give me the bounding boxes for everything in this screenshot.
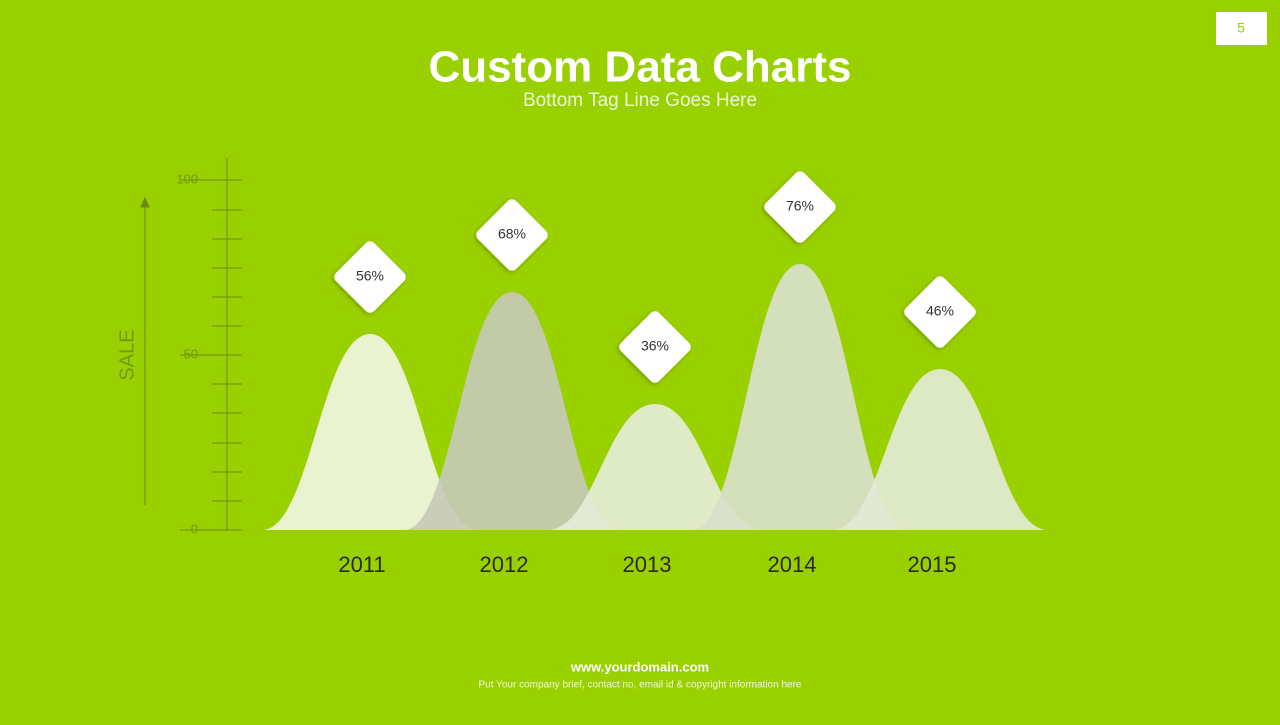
footer-brief: Put Your company brief, contact no, emai… xyxy=(479,680,802,691)
value-label: 46% xyxy=(926,303,954,319)
bell xyxy=(262,334,478,530)
x-tick-label: 2014 xyxy=(768,552,817,577)
diamond xyxy=(334,241,406,313)
subtitle: Bottom Tag Line Goes Here xyxy=(523,90,757,111)
bell xyxy=(547,404,763,530)
y-tick-label: 0 xyxy=(191,521,198,536)
value-label: 56% xyxy=(356,268,384,284)
footer-domain: www.yourdomain.com xyxy=(570,659,709,674)
value-label: 36% xyxy=(641,338,669,354)
diamond xyxy=(764,171,836,243)
axis xyxy=(140,158,242,531)
page-badge xyxy=(1216,12,1267,45)
y-axis-label: SALE xyxy=(116,329,138,380)
arrow-head xyxy=(140,196,150,208)
value-label: 68% xyxy=(498,226,526,242)
y-tick-label: 100 xyxy=(176,171,198,186)
x-tick-label: 2012 xyxy=(480,552,529,577)
x-tick-label: 2015 xyxy=(908,552,957,577)
bell xyxy=(832,369,1048,530)
minor-ticks xyxy=(212,209,242,502)
x-tick-label: 2013 xyxy=(623,552,672,577)
title: Custom Data Charts xyxy=(429,43,852,92)
diamond xyxy=(476,199,548,271)
value-label: 76% xyxy=(786,198,814,214)
page-number: 5 xyxy=(1237,20,1245,36)
diamond xyxy=(619,311,691,383)
bell xyxy=(692,264,908,530)
diamond xyxy=(904,276,976,348)
bell xyxy=(404,292,620,530)
x-tick-label: 2011 xyxy=(338,552,385,577)
y-tick-label: 50 xyxy=(184,346,198,361)
